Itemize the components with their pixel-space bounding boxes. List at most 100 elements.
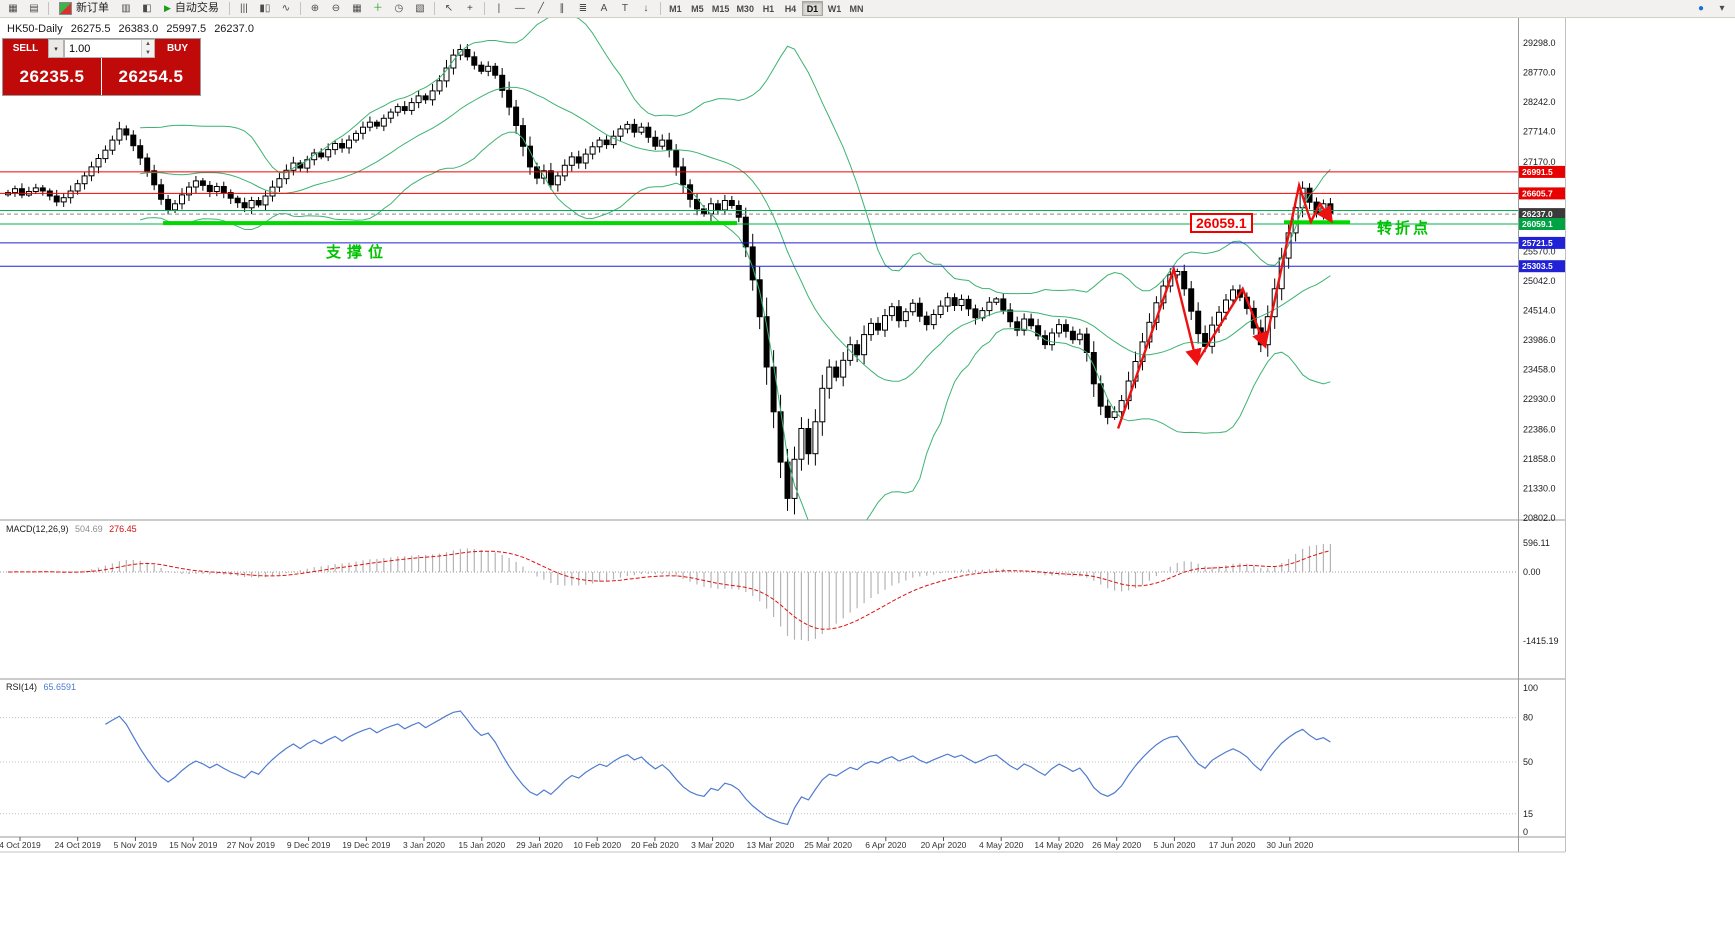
sell-price[interactable]: 26235.5 (3, 58, 101, 95)
bar-chart-icon[interactable]: ||| (240, 2, 248, 14)
navigator-icon[interactable]: ◧ (142, 2, 152, 14)
svg-text:22386.0: 22386.0 (1523, 424, 1556, 434)
rsi-pane: 100 80 50 15 0 (0, 683, 1538, 837)
svg-text:20802.0: 20802.0 (1523, 513, 1556, 523)
open-value: 26275.5 (70, 23, 111, 35)
macd-signal-value: 276.45 (109, 524, 137, 534)
candles-layer (5, 44, 1334, 515)
arrows-icon[interactable]: ↓ (643, 2, 649, 14)
candlestick-chart-icon[interactable]: ▮▯ (259, 2, 271, 14)
timeframe-button-mn[interactable]: MN (846, 1, 867, 16)
svg-text:25042.0: 25042.0 (1523, 276, 1556, 286)
text-icon[interactable]: A (600, 2, 608, 14)
svg-text:9 Dec 2019: 9 Dec 2019 (287, 840, 331, 850)
toolbar-separator (48, 2, 49, 15)
svg-text:-1415.19: -1415.19 (1523, 636, 1559, 646)
pane-separators (0, 17, 1566, 853)
trend-arrow-annotation (1116, 180, 1333, 429)
svg-text:80: 80 (1523, 713, 1533, 723)
timeframe-button-d1[interactable]: D1 (801, 1, 823, 16)
volume-stepper-up-icon[interactable]: ▲ (142, 40, 154, 49)
svg-text:25570.0: 25570.0 (1523, 246, 1556, 256)
timeframe-button-h1[interactable]: H1 (758, 1, 779, 16)
one-click-trading-panel: SELL ▾ ▲ ▼ BUY 26235.5 26254.5 (2, 38, 201, 96)
new-order-button-label: 新订单 (76, 2, 109, 14)
svg-text:29298.0: 29298.0 (1523, 38, 1556, 48)
line-chart-icon[interactable]: ∿ (281, 2, 291, 14)
breakout-price-annotation: 26059.1 (1190, 213, 1253, 233)
buy-price[interactable]: 26254.5 (102, 58, 200, 95)
svg-text:25 Mar 2020: 25 Mar 2020 (804, 840, 852, 850)
svg-text:50: 50 (1523, 757, 1533, 767)
svg-text:20 Apr 2020: 20 Apr 2020 (921, 840, 967, 850)
time-axis[interactable]: 4 Oct 2019 24 Oct 2019 5 Nov 2019 15 Nov 20… (0, 837, 1313, 850)
indicators-icon[interactable]: ＋ (372, 2, 383, 14)
volume-input[interactable] (65, 40, 154, 57)
channel-icon[interactable]: ∥ (559, 2, 565, 14)
horizontal-lines-layer (0, 171, 1518, 267)
zoom-out-icon[interactable]: ⊖ (331, 2, 341, 14)
svg-text:27 Nov 2019: 27 Nov 2019 (227, 840, 275, 850)
profiles-icon[interactable]: ▤ (29, 2, 39, 14)
support-level-annotation: 支撑位 (326, 244, 390, 261)
community-icon[interactable]: ● (1697, 2, 1705, 14)
toolbar-separator (659, 2, 661, 15)
svg-text:10 Feb 2020: 10 Feb 2020 (573, 840, 621, 850)
svg-text:17 Jun 2020: 17 Jun 2020 (1209, 840, 1256, 850)
svg-text:26991.5: 26991.5 (1522, 167, 1553, 177)
macd-pane: 596.11 0.00 -1415.19 (0, 538, 1559, 646)
macd-name: MACD(12,26,9) (6, 524, 69, 534)
timeframe-button-m5[interactable]: M5 (687, 1, 708, 16)
new-order-icon (59, 2, 72, 15)
turning-point-annotation: 转折点 (1377, 220, 1432, 237)
close-value: 26237.0 (214, 23, 254, 35)
svg-text:13 Mar 2020: 13 Mar 2020 (747, 840, 795, 850)
svg-text:21858.0: 21858.0 (1523, 454, 1556, 464)
volume-dropdown-icon[interactable]: ▾ (48, 39, 64, 58)
timeframe-button-h4[interactable]: H4 (780, 1, 801, 16)
svg-text:22930.0: 22930.0 (1523, 394, 1556, 404)
macd-indicator-label: MACD(12,26,9) 504.69 276.45 (6, 524, 137, 534)
fibonacci-icon[interactable]: ≣ (578, 2, 588, 14)
svg-text:25303.5: 25303.5 (1522, 261, 1553, 271)
timeframe-button-m30[interactable]: M30 (733, 1, 757, 16)
autotrading-button[interactable]: ▶ 自动交易 (158, 1, 225, 17)
volume-stepper-down-icon[interactable]: ▼ (142, 48, 154, 57)
trendline-icon[interactable]: ╱ (537, 2, 544, 14)
svg-text:20 Feb 2020: 20 Feb 2020 (631, 840, 679, 850)
sell-button[interactable]: SELL (3, 39, 48, 58)
buy-button[interactable]: BUY (155, 39, 200, 58)
svg-text:19 Dec 2019: 19 Dec 2019 (342, 840, 390, 850)
crosshair-icon[interactable]: + (467, 2, 473, 14)
svg-text:3 Jan 2020: 3 Jan 2020 (403, 840, 445, 850)
svg-text:26 May 2020: 26 May 2020 (1092, 840, 1141, 850)
svg-text:5 Jun 2020: 5 Jun 2020 (1153, 840, 1195, 850)
toolbar-separator (299, 2, 301, 15)
timeframe-button-m1[interactable]: M1 (665, 1, 686, 16)
new-order-button[interactable]: 新订单 (53, 1, 115, 17)
svg-text:6 Apr 2020: 6 Apr 2020 (865, 840, 906, 850)
label-icon[interactable]: T (621, 2, 628, 14)
timeframe-button-m15[interactable]: M15 (709, 1, 733, 16)
cursor-icon[interactable]: ↖ (444, 2, 454, 14)
tile-windows-icon[interactable]: ▦ (352, 2, 362, 14)
high-value: 26383.0 (118, 23, 159, 35)
timeframe-button-w1[interactable]: W1 (824, 1, 845, 16)
periods-icon[interactable]: ◷ (394, 2, 404, 14)
autotrading-play-icon: ▶ (164, 3, 171, 13)
price-scale[interactable]: 29298.0 28770.0 28242.0 27714.0 27170.0 25570… (1519, 38, 1565, 523)
templates-icon[interactable]: ▧ (415, 2, 425, 14)
svg-text:14 May 2020: 14 May 2020 (1034, 840, 1083, 850)
charts-icon[interactable]: ▥ (121, 2, 131, 14)
menu-overflow-icon[interactable]: ▾ (1719, 2, 1725, 14)
zoom-in-icon[interactable]: ⊕ (310, 2, 320, 14)
svg-text:27170.0: 27170.0 (1523, 157, 1556, 167)
vertical-line-icon[interactable]: | (497, 2, 501, 14)
svg-text:15: 15 (1523, 809, 1533, 819)
horizontal-line-icon[interactable]: — (514, 2, 525, 14)
svg-text:28242.0: 28242.0 (1523, 97, 1556, 107)
svg-text:30 Jun 2020: 30 Jun 2020 (1266, 840, 1313, 850)
svg-text:0.00: 0.00 (1523, 567, 1541, 577)
new-chart-icon[interactable]: ▦ (8, 2, 18, 14)
